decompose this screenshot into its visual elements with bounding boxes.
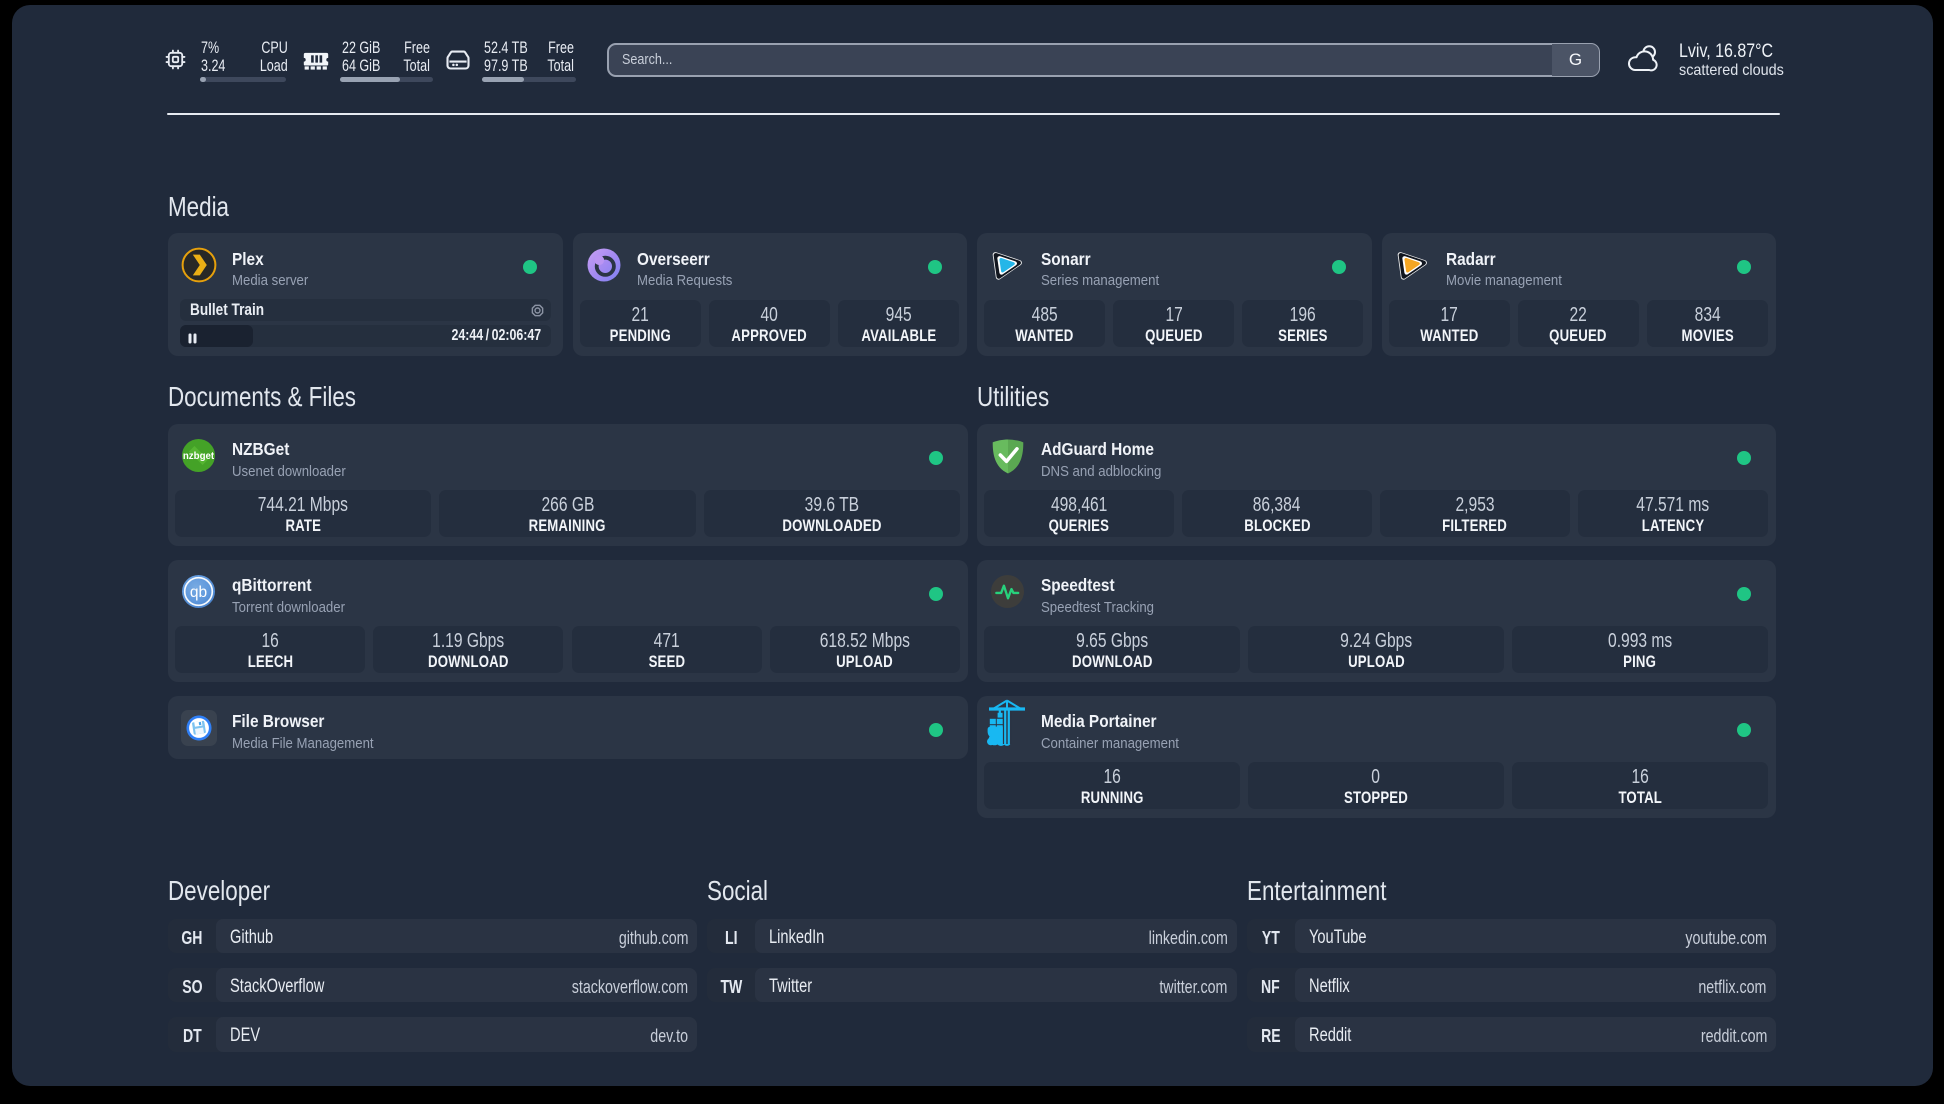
svg-text:qb: qb (190, 584, 207, 601)
svg-text:nzbget: nzbget (183, 451, 215, 462)
